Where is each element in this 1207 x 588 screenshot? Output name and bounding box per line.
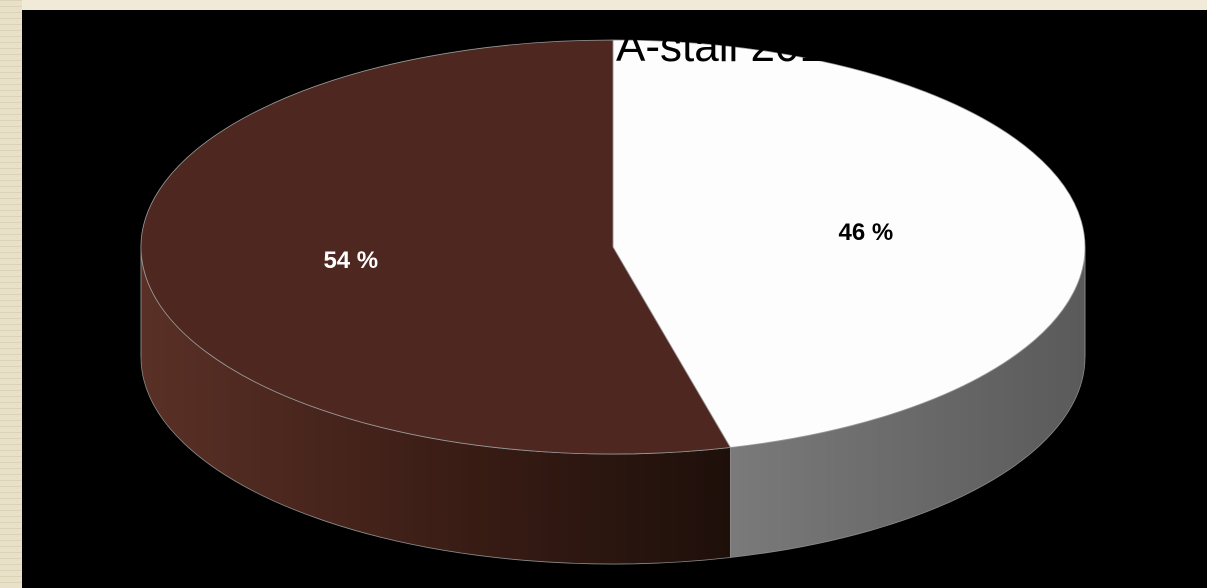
chart-title: A-stall 2017: [616, 22, 849, 71]
slide-left-border: [0, 0, 22, 588]
pie-slice-2: [140, 39, 732, 455]
slide-top-border: [0, 0, 1207, 10]
data-label-slice-2: 54 %: [323, 247, 379, 275]
pie-slice-1: [612, 39, 1086, 448]
data-label-slice-1: 46 %: [838, 218, 894, 246]
pie-tops: [140, 39, 1086, 455]
